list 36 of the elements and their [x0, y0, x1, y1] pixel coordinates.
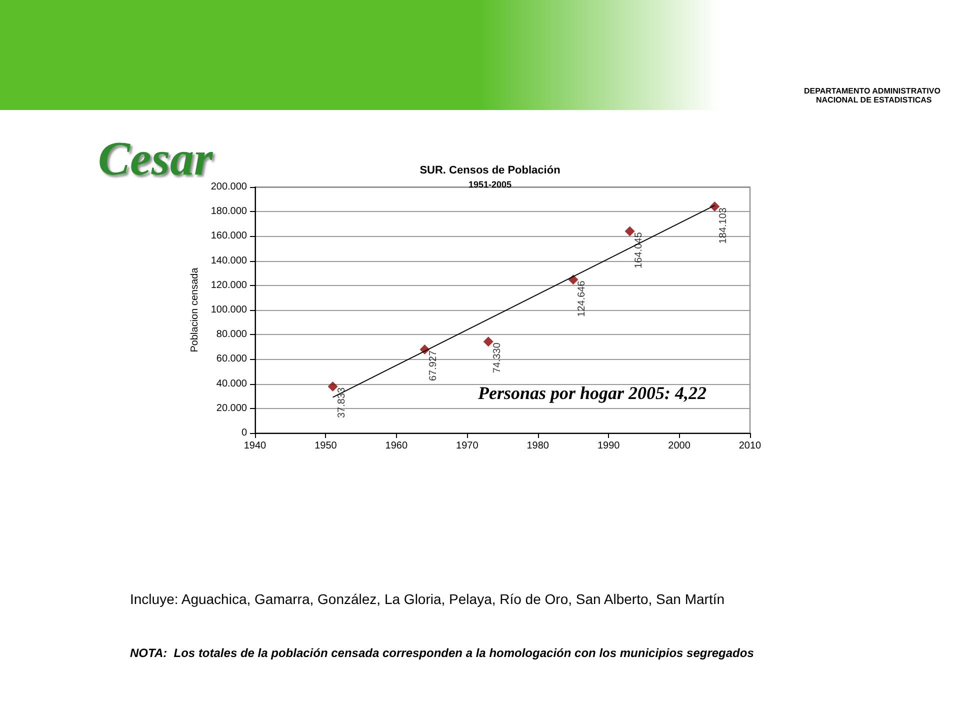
x-tick-label: 1960 [385, 440, 408, 452]
y-tick-label: 100.000 [210, 304, 248, 316]
text: NACIONAL DE ESTADISTICAS [816, 96, 932, 104]
data-label: 124.646 [576, 280, 588, 317]
x-tick-label: 1940 [244, 440, 267, 452]
point [328, 381, 338, 392]
y-tick-label: 80.000 [216, 329, 248, 340]
data-label: 37.833 [336, 387, 348, 418]
x-tick-label: 1970 [456, 440, 479, 452]
point [483, 336, 494, 347]
text: Incluye: Aguachica, Gamarra, González, La Gloria, Pelaya, Río de Oro, San Alberto, San Martín [130, 591, 725, 607]
data-label: 164.045 [633, 232, 644, 268]
data-label: 67.927 [428, 350, 440, 382]
x-tick-label: 2000 [668, 440, 691, 452]
point [624, 226, 635, 236]
chart-title: SUR. Censos de Población [420, 164, 561, 176]
data-label: 74.330 [492, 342, 503, 374]
y-tick-label: 180.000 [210, 206, 248, 218]
point [710, 202, 720, 212]
y-tick-label: 40.000 [216, 378, 248, 390]
y-tick-label: 0 [241, 428, 248, 438]
x-tick-label: 1990 [597, 440, 620, 452]
x-tick-label: 1980 [526, 440, 550, 452]
x-tick-label: 1950 [314, 440, 338, 452]
y-tick-label: 120.000 [210, 280, 248, 291]
y-tick-label: 60.000 [216, 354, 248, 365]
y-tick-label: 160.000 [210, 230, 248, 242]
data-label: 184.103 [718, 207, 730, 244]
text: DEPARTAMENTO ADMINISTRATIVO [804, 86, 940, 96]
chart-subtitle: 1951-2005 [468, 180, 512, 190]
y-tick-label: 140.000 [210, 255, 248, 266]
text: NOTA: Los totales de la población censada corresponden a la homologación con los municipios segregados [130, 646, 754, 660]
y-tick-label: 20.000 [216, 402, 248, 414]
y-axis-title: Poblacion censada [189, 267, 200, 352]
x-tick-label: 2010 [738, 440, 762, 452]
annotation: Personas por hogar 2005: 4,22 [477, 383, 707, 403]
